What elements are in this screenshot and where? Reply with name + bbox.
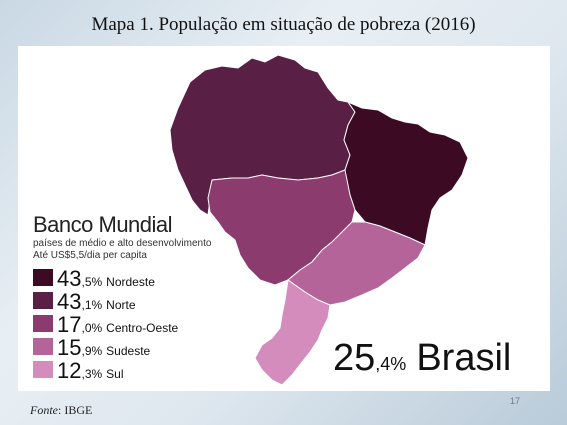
brasil-label: Brasil [416,337,512,379]
legend-item: 43,1% Norte [33,289,136,314]
legend-item: 43,5% Nordeste [33,266,155,291]
source-note: Fonte: IBGE [30,403,92,418]
region-sudeste [287,221,426,306]
legend-region: Sudeste [106,344,151,358]
region-nordeste [343,100,469,246]
legend-threshold: Até US$5,5/dia per capita [33,250,147,261]
region-sul [254,279,331,386]
legend-value-int: 17 [57,312,82,337]
brasil-total: 25 ,4% Brasil [333,337,511,380]
legend-region: Nordeste [106,275,155,289]
legend-swatch [33,291,53,309]
brasil-value-dec: ,4% [375,354,407,374]
legend-value-dec: ,0% [81,321,103,335]
legend-value-int: 43 [57,289,82,314]
legend-swatch [33,314,53,332]
source-value: : IBGE [58,403,93,417]
legend-swatch [33,360,53,378]
legend-value-int: 43 [57,266,82,291]
legend-heading: Banco Mundial [33,212,173,237]
legend-region: Sul [106,367,124,381]
source-label: Fonte [30,403,58,417]
legend-value-dec: ,3% [81,367,103,381]
legend-value-int: 15 [57,335,82,360]
legend-swatch [33,268,53,286]
legend-item: 12,3% Sul [33,358,124,383]
legend-item: 17,0% Centro-Oeste [33,312,179,337]
legend-value-dec: ,9% [81,344,103,358]
brasil-value-int: 25 [333,337,376,379]
legend-value-dec: ,5% [81,275,103,289]
legend-region: Centro-Oeste [106,321,179,335]
page-title: Mapa 1. População em situação de pobreza… [91,14,476,35]
legend-value-int: 12 [57,358,82,383]
legend-subtitle: países de médio e alto desenvolvimento [33,238,212,249]
legend-region: Norte [106,298,136,312]
legend-value-dec: ,1% [81,298,103,312]
legend-item: 15,9% Sudeste [33,335,151,360]
legend-swatch [33,337,53,355]
page-number: 17 [510,396,521,406]
